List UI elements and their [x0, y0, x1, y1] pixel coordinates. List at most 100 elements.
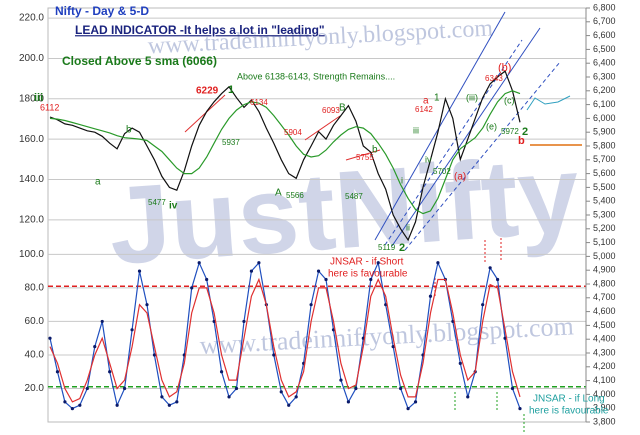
annotation: 5937 [222, 138, 240, 147]
y2-tick-label: 4,700 [593, 292, 616, 302]
y2-tick-label: 4,000 [593, 389, 616, 399]
y-tick-label: 220.0 [19, 13, 44, 24]
point [279, 390, 283, 394]
point [272, 353, 276, 357]
annotation: iii [34, 92, 43, 104]
annotation: 2 [399, 242, 405, 254]
y2-tick-label: 4,800 [593, 278, 616, 288]
y2-tick-label: 5,300 [593, 209, 616, 219]
point [309, 303, 313, 307]
y2-tick-label: 3,900 [593, 403, 616, 413]
y2-tick-label: 6,200 [593, 85, 616, 95]
y2-tick-label: 6,000 [593, 113, 616, 123]
annotation: iv [425, 154, 432, 164]
y2-tick-label: 4,900 [593, 265, 616, 275]
y2-tick-label: 5,700 [593, 154, 616, 164]
point [227, 395, 231, 399]
annotation: (a) [454, 172, 466, 183]
point [197, 261, 201, 265]
annotation: Closed Above 5 sma (6066) [62, 54, 217, 68]
point [70, 406, 74, 411]
chart-title: Nifty - Day & 5-D [55, 4, 149, 18]
annotation: (iii) [466, 92, 478, 102]
point [78, 403, 82, 407]
point [436, 261, 440, 265]
y-tick-label: 140.0 [19, 174, 44, 185]
point [85, 386, 89, 391]
point [130, 328, 134, 332]
y2-tick-label: 4,200 [593, 361, 616, 371]
point [346, 400, 350, 404]
point [496, 277, 500, 282]
y2-tick-label: 5,100 [593, 237, 616, 247]
point [294, 395, 298, 399]
y2-tick-label: 6,300 [593, 71, 616, 81]
y2-tick-label: 6,800 [593, 2, 616, 12]
point [399, 386, 403, 391]
y2-tick-label: 6,100 [593, 99, 616, 109]
y2-tick-label: 4,500 [593, 320, 616, 330]
y-tick-label: 80.0 [25, 283, 45, 294]
chart-subtitle: LEAD INDICATOR -It helps a lot in "leadi… [75, 23, 325, 37]
annotation: 5566 [286, 191, 304, 200]
series-line [49, 260, 521, 410]
y2-tick-label: 5,200 [593, 223, 616, 233]
y2-tick-label: 5,900 [593, 127, 616, 137]
annotation: 5487 [345, 192, 363, 201]
annotation: b [126, 125, 132, 136]
annotation: iv [169, 201, 178, 212]
annotation: b [372, 145, 378, 156]
annotation: i [401, 175, 403, 185]
y2-tick-label: 5,800 [593, 140, 616, 150]
annotation: (b) [498, 62, 511, 74]
point [249, 269, 254, 273]
annotation-layer: Closed Above 5 sma (6066) Above 6138-6143… [34, 54, 609, 416]
point [219, 370, 224, 374]
annotation: here is favourable [328, 269, 408, 280]
y-tick-label: 100.0 [19, 249, 44, 260]
y-tick-label: 40.0 [25, 350, 45, 361]
annotation: 6142 [415, 105, 433, 114]
y2-tick-label: 5,600 [593, 168, 616, 178]
annotation: 1 [228, 84, 234, 96]
point [167, 403, 171, 407]
y2-tick-label: 5,400 [593, 196, 616, 206]
point [115, 403, 119, 407]
point [175, 400, 179, 404]
point [406, 406, 410, 411]
point [190, 286, 194, 290]
y-tick-label: 60.0 [25, 316, 45, 327]
point [428, 294, 433, 298]
annotation: b [518, 135, 525, 147]
point [458, 361, 462, 365]
annotation: here is favourable [529, 406, 609, 417]
point [287, 403, 291, 407]
y2-tick-label: 4,300 [593, 347, 616, 357]
annotation: 5702 [433, 167, 451, 176]
annotation: JNSAR - if Short [330, 257, 404, 268]
y-tick-label: 160.0 [19, 134, 44, 145]
point [145, 303, 149, 307]
point [376, 261, 380, 265]
annotation: Above 6138-6143, Strength Remains.... [237, 71, 395, 81]
plot-layer [48, 70, 522, 411]
point [391, 344, 395, 349]
point [466, 395, 470, 399]
point [205, 277, 209, 282]
point [93, 344, 97, 349]
annotation: a [423, 96, 429, 107]
point [518, 406, 522, 411]
point [152, 353, 157, 357]
y2-tick-label: 6,400 [593, 58, 616, 68]
point [123, 386, 127, 391]
annotation: 6093 [322, 106, 340, 115]
point [100, 319, 104, 324]
annotation: 2 [522, 126, 528, 138]
annotation: 5477 [148, 198, 166, 207]
point [324, 277, 328, 282]
annotation: a [95, 177, 101, 188]
annotation: 5904 [284, 128, 302, 137]
point [369, 277, 373, 282]
